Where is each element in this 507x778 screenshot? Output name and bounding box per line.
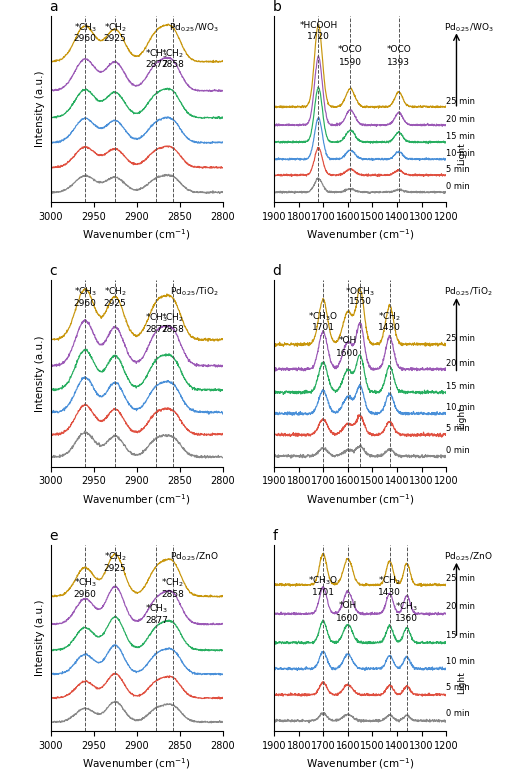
Text: 2925: 2925 xyxy=(104,563,127,573)
Text: 10 min: 10 min xyxy=(446,403,475,412)
Text: *OCO: *OCO xyxy=(386,45,411,54)
Text: 2960: 2960 xyxy=(74,590,96,598)
X-axis label: Wavenumber (cm$^{-1}$): Wavenumber (cm$^{-1}$) xyxy=(306,492,415,506)
Text: 2877: 2877 xyxy=(145,61,168,69)
Text: Light: Light xyxy=(457,671,466,694)
X-axis label: Wavenumber (cm$^{-1}$): Wavenumber (cm$^{-1}$) xyxy=(82,756,191,772)
Text: Pd$_{0.25}$/WO$_3$: Pd$_{0.25}$/WO$_3$ xyxy=(169,21,219,33)
Text: Light: Light xyxy=(457,407,466,429)
Text: a: a xyxy=(49,0,58,14)
Text: 0 min: 0 min xyxy=(446,446,469,454)
X-axis label: Wavenumber (cm$^{-1}$): Wavenumber (cm$^{-1}$) xyxy=(306,756,415,772)
Text: 20 min: 20 min xyxy=(446,115,475,124)
Text: 15 min: 15 min xyxy=(446,132,475,141)
Text: Pd$_{0.25}$/TiO$_2$: Pd$_{0.25}$/TiO$_2$ xyxy=(444,286,492,298)
Text: 20 min: 20 min xyxy=(446,359,475,368)
Text: 1550: 1550 xyxy=(349,297,372,306)
Text: 1701: 1701 xyxy=(312,588,335,597)
Text: *CH$_2$: *CH$_2$ xyxy=(378,310,401,323)
Text: *CH$_2$: *CH$_2$ xyxy=(103,551,127,563)
Text: 2858: 2858 xyxy=(161,590,184,598)
Text: 1720: 1720 xyxy=(307,33,330,41)
Text: 5 min: 5 min xyxy=(446,165,469,174)
Text: Pd$_{0.25}$/ZnO: Pd$_{0.25}$/ZnO xyxy=(444,551,492,563)
Text: 5 min: 5 min xyxy=(446,683,469,692)
Text: f: f xyxy=(272,529,277,543)
Text: 1590: 1590 xyxy=(339,58,362,68)
Text: 1701: 1701 xyxy=(312,323,335,332)
Text: *OCH$_3$: *OCH$_3$ xyxy=(345,286,375,298)
Text: 2858: 2858 xyxy=(161,61,184,69)
Text: 10 min: 10 min xyxy=(446,657,475,667)
Text: Pd$_{0.25}$/WO$_3$: Pd$_{0.25}$/WO$_3$ xyxy=(444,21,493,33)
Text: 2925: 2925 xyxy=(104,299,127,308)
Text: *CH$_2$: *CH$_2$ xyxy=(161,312,185,324)
Text: 25 min: 25 min xyxy=(446,573,475,583)
Text: *CH$_3$O: *CH$_3$O xyxy=(308,575,338,587)
Text: 25 min: 25 min xyxy=(446,334,475,343)
Text: *CH$_2$: *CH$_2$ xyxy=(378,575,401,587)
Text: *CH$_3$: *CH$_3$ xyxy=(145,312,168,324)
Text: 1600: 1600 xyxy=(337,614,359,623)
Text: Pd$_{0.25}$/ZnO: Pd$_{0.25}$/ZnO xyxy=(170,551,219,563)
Text: 2858: 2858 xyxy=(161,325,184,334)
Text: *CH$_3$: *CH$_3$ xyxy=(74,21,97,33)
Text: 25 min: 25 min xyxy=(446,97,475,106)
Y-axis label: Intensity (a.u.): Intensity (a.u.) xyxy=(35,335,45,412)
Text: 2960: 2960 xyxy=(74,299,96,308)
Text: *CH$_3$: *CH$_3$ xyxy=(145,603,168,615)
Text: *CH$_3$: *CH$_3$ xyxy=(74,286,97,298)
Y-axis label: Intensity (a.u.): Intensity (a.u.) xyxy=(35,600,45,676)
Text: 1430: 1430 xyxy=(378,588,401,597)
Text: e: e xyxy=(49,529,57,543)
Text: 1393: 1393 xyxy=(387,58,410,68)
Text: *CH$_2$: *CH$_2$ xyxy=(161,576,185,589)
Text: 2877: 2877 xyxy=(145,615,168,625)
Text: 0 min: 0 min xyxy=(446,182,469,191)
Text: *CH$_2$: *CH$_2$ xyxy=(103,286,127,298)
Text: *OH: *OH xyxy=(339,601,357,610)
Text: *CH$_2$: *CH$_2$ xyxy=(161,47,185,60)
Text: *CH$_3$: *CH$_3$ xyxy=(395,601,418,613)
Text: *CH$_3$: *CH$_3$ xyxy=(145,47,168,60)
Text: b: b xyxy=(272,0,281,14)
Text: 0 min: 0 min xyxy=(446,710,469,718)
Text: Light: Light xyxy=(457,142,466,165)
X-axis label: Wavenumber (cm$^{-1}$): Wavenumber (cm$^{-1}$) xyxy=(82,492,191,506)
Text: 15 min: 15 min xyxy=(446,382,475,391)
Text: 1430: 1430 xyxy=(378,323,401,332)
Text: 2877: 2877 xyxy=(145,325,168,334)
Text: *OCO: *OCO xyxy=(338,45,363,54)
Text: *OH: *OH xyxy=(339,336,357,345)
Text: *CH$_3$O: *CH$_3$O xyxy=(308,310,338,323)
Text: 2925: 2925 xyxy=(104,34,127,44)
Text: 2960: 2960 xyxy=(74,34,96,44)
Text: 1360: 1360 xyxy=(395,614,418,623)
Text: 15 min: 15 min xyxy=(446,632,475,640)
Text: Pd$_{0.25}$/TiO$_2$: Pd$_{0.25}$/TiO$_2$ xyxy=(169,286,219,298)
Text: 5 min: 5 min xyxy=(446,425,469,433)
Text: *HCOOH: *HCOOH xyxy=(299,21,338,30)
Text: d: d xyxy=(272,265,281,279)
Y-axis label: Intensity (a.u.): Intensity (a.u.) xyxy=(35,71,45,147)
Text: *CH$_2$: *CH$_2$ xyxy=(103,21,127,33)
X-axis label: Wavenumber (cm$^{-1}$): Wavenumber (cm$^{-1}$) xyxy=(82,227,191,242)
Text: *CH$_3$: *CH$_3$ xyxy=(74,576,97,589)
Text: c: c xyxy=(49,265,57,279)
Text: 20 min: 20 min xyxy=(446,602,475,612)
Text: 1600: 1600 xyxy=(337,349,359,358)
Text: 10 min: 10 min xyxy=(446,149,475,158)
X-axis label: Wavenumber (cm$^{-1}$): Wavenumber (cm$^{-1}$) xyxy=(306,227,415,242)
